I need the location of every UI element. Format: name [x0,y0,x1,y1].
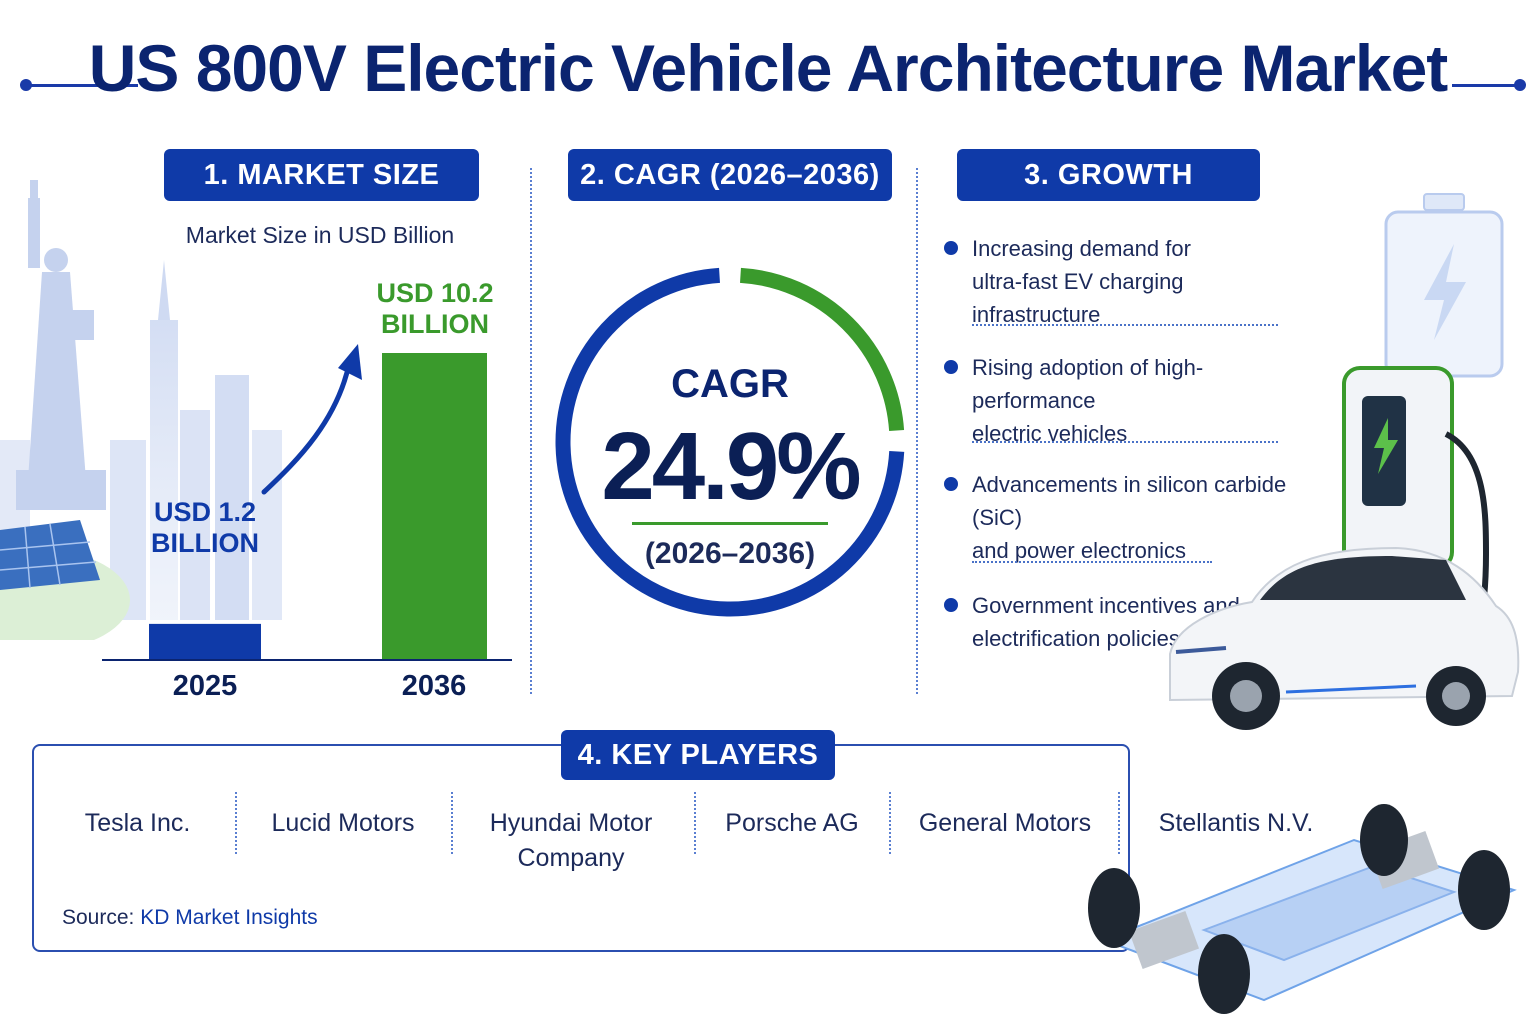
divider-2 [916,168,918,694]
player-5-line1: General Motors [918,809,1092,837]
year-2036: 2036 [401,670,467,702]
player-divider [451,792,453,854]
driver-1-line2: ultra-fast EV charging infrastructure [972,269,1184,327]
source-label: Source: [62,906,135,929]
driver-text-3: Advancements in silicon carbide (SiC) an… [972,468,1302,567]
player-tesla: Tesla Inc. [60,806,215,841]
title-banner: US 800V Electric Vehicle Architecture Ma… [0,22,1536,112]
key-players-heading: 4. KEY PLAYERS [561,730,835,780]
bullet-icon [944,360,958,374]
cagr-ring [555,267,905,617]
bar-2025-label-line1: USD 1.2 [153,497,257,527]
solar-panel-icon [0,520,130,640]
player-lucid: Lucid Motors [255,806,431,841]
driver-3-line2: and power electronics [972,538,1187,563]
driver-text-1: Increasing demand for ultra-fast EV char… [972,232,1302,331]
battery-icon [1384,193,1504,378]
player-3-line1: Hyundai Motor [489,809,653,837]
player-gm: General Motors [912,806,1098,841]
cagr-value: 24.9% [601,413,861,520]
player-divider [1118,792,1120,854]
market-size-chart [102,353,512,661]
bullet-icon [944,241,958,255]
player-divider [694,792,696,854]
player-1-line1: Tesla Inc. [84,809,191,837]
player-divider [235,792,237,854]
driver-2-line2: electric vehicles [972,421,1128,446]
bar-2036-label: USD 10.2 BILLION [355,278,515,340]
driver-1-line1: Increasing demand for [972,236,1191,261]
ev-chassis-icon [1088,804,1517,1014]
electric-car-icon [1169,546,1520,730]
player-6-line1: Stellantis N.V. [1158,809,1314,837]
driver-2-line1: Rising adoption of high-performance [972,355,1204,413]
bullet-icon [944,598,958,612]
player-2-line1: Lucid Motors [271,809,415,837]
driver-text-2: Rising adoption of high-performance elec… [972,351,1302,450]
divider-1 [530,168,532,694]
player-hyundai: Hyundai Motor Company [470,806,672,876]
cagr-rule [632,522,828,525]
player-stellantis: Stellantis N.V. [1150,806,1322,841]
market-size-subtitle: Market Size in USD Billion [185,222,455,248]
cagr-heading: 2. CAGR (2026–2036) [568,149,892,201]
bar-2025 [149,623,261,660]
market-size-heading: 1. MARKET SIZE [164,149,479,201]
player-4-line1: Porsche AG [725,809,859,837]
driver-separator-3 [972,561,1212,563]
driver-3-line1: Advancements in silicon carbide (SiC) [972,472,1287,530]
cagr-label: CAGR [671,362,789,406]
bar-2036-label-line2: BILLION [381,309,489,339]
title-right-line [1452,84,1522,87]
page-title: US 800V Electric Vehicle Architecture Ma… [88,31,1449,105]
bar-2036 [382,353,487,660]
cagr-period: (2026–2036) [644,537,816,570]
player-divider [889,792,891,854]
bar-2025-label: USD 1.2 BILLION [130,497,280,559]
title-left-line [26,84,138,87]
growth-drivers-heading: 3. GROWTH DRIVERS [957,149,1260,243]
driver-4-line2: electrification policies [972,626,1180,651]
player-porsche: Porsche AG [712,806,872,841]
cagr-ring-base [555,267,905,617]
bar-2036-label-line1: USD 10.2 [376,278,494,308]
source-name: KD Market Insights [140,906,318,929]
statue-of-liberty-icon [16,180,106,510]
bullet-icon [944,477,958,491]
cagr-ring-highlight [740,267,905,431]
bar-2025-label-line2: BILLION [151,528,259,558]
player-3-line2: Company [517,844,625,872]
title-right-dot [1514,79,1526,91]
driver-separator-1 [972,324,1278,326]
driver-4-line1: Government incentives and [972,593,1240,618]
source-note: Source: KD Market Insights [62,906,318,930]
driver-separator-2 [972,441,1278,443]
driver-text-4: Government incentives and electrificatio… [972,589,1302,655]
year-2025: 2025 [172,670,238,702]
growth-arrow-icon [261,344,362,495]
